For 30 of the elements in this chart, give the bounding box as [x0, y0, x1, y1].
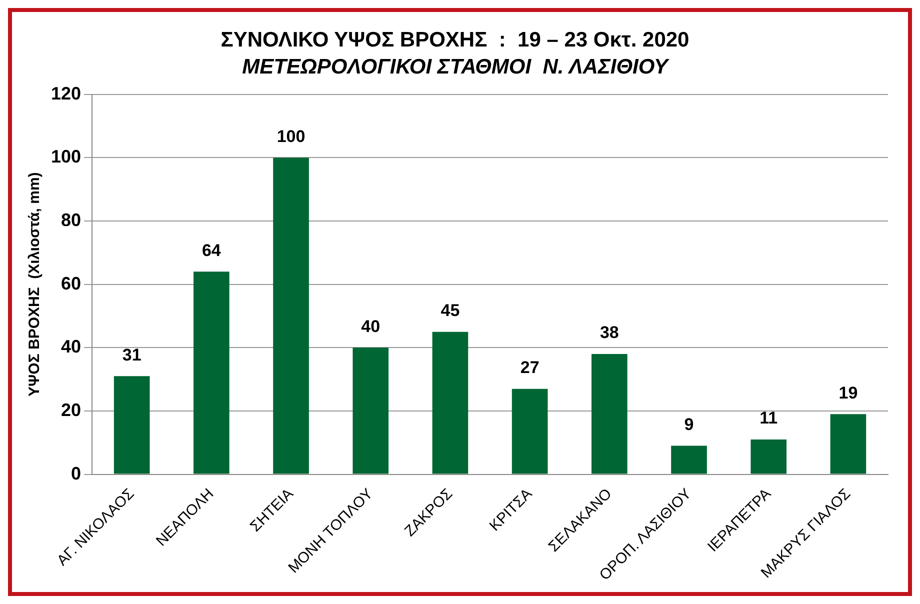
data-label: 9 [684, 414, 694, 434]
bar [352, 348, 389, 474]
bar [750, 439, 787, 474]
bar [830, 414, 866, 474]
bar [592, 354, 628, 474]
y-tick-label: 80 [61, 210, 82, 230]
chart-subtitle: ΜΕΤΕΩΡΟΛΟΓΙΚΟΙ ΣΤΑΘΜΟΙ Ν. ΛΑΣΙΘΙΟΥ [242, 56, 670, 79]
y-tick-label: 60 [61, 273, 82, 294]
bar [194, 272, 230, 474]
y-tick-label: 20 [61, 400, 82, 420]
data-label: 31 [122, 345, 142, 364]
bar [432, 332, 468, 474]
bar [671, 446, 707, 474]
data-label: 40 [361, 316, 380, 336]
bar [273, 158, 309, 474]
y-axis-title: ΥΨΟΣ ΒΡΟΧΗΣ (Χιλιοστά, mm) [26, 172, 44, 396]
data-label: 45 [440, 301, 460, 320]
data-label: 100 [276, 126, 306, 146]
data-label: 64 [202, 240, 222, 260]
y-tick-label: 0 [71, 463, 82, 484]
chart-title: ΣΥΝΟΛΙΚΟ ΥΨΟΣ ΒΡΟΧΗΣ : 19 – 23 Οκτ. 2020 [220, 28, 690, 52]
data-label: 11 [760, 408, 778, 428]
y-tick-label: 120 [50, 83, 82, 104]
data-label: 38 [600, 323, 619, 342]
y-tick-label: 40 [61, 336, 82, 357]
data-label: 19 [838, 383, 858, 402]
y-tick-label: 100 [50, 146, 82, 167]
data-label: 27 [520, 358, 540, 378]
bar [114, 376, 150, 474]
bar [512, 388, 548, 474]
